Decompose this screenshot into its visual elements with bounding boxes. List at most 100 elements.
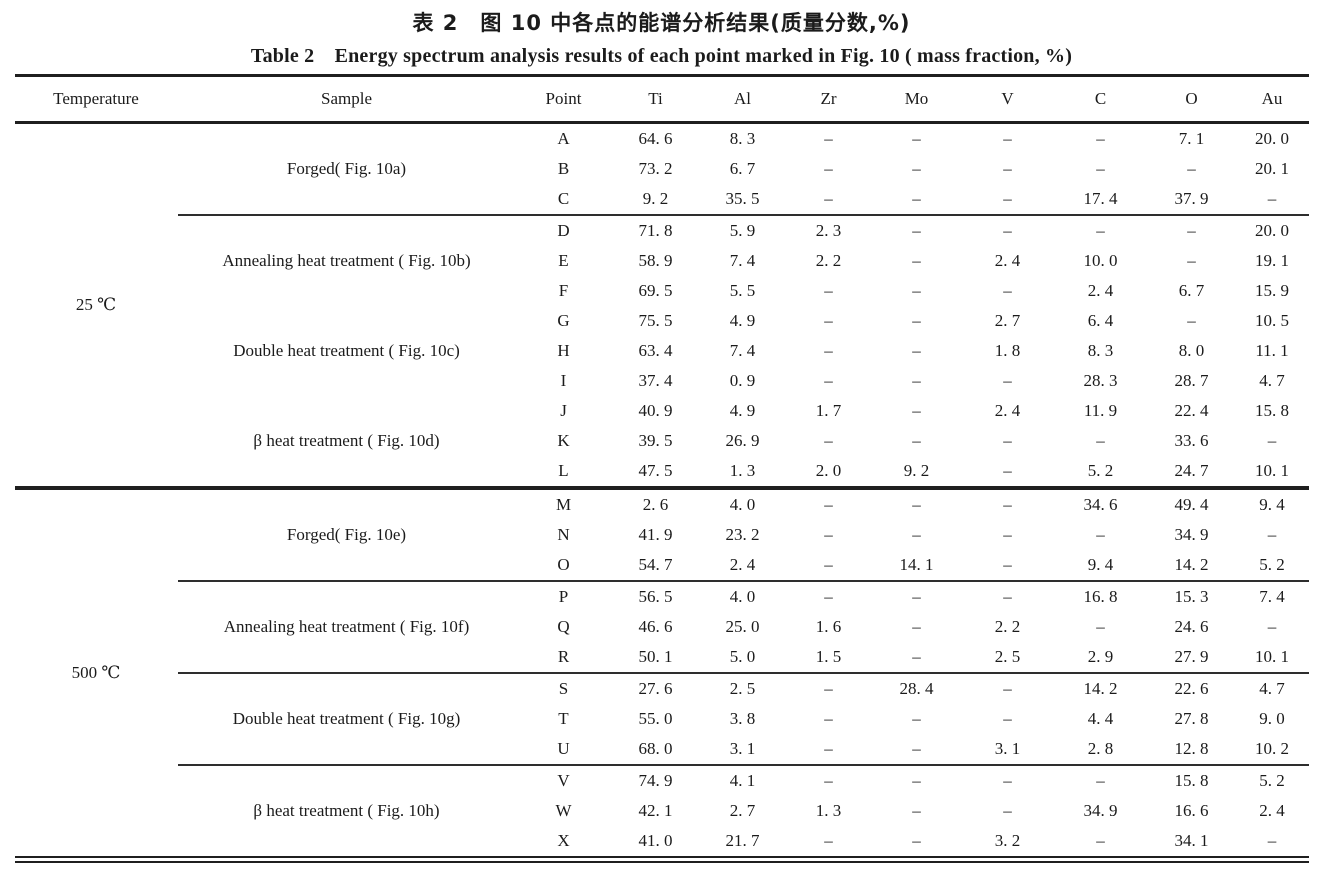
value-cell-ti: 27. 6 [611, 672, 700, 704]
value-cell-zr: – [824, 159, 833, 178]
value-cell-au: – [1267, 431, 1277, 450]
value-cell-c: 11. 9 [1083, 401, 1118, 420]
value-cell-o: 8. 0 [1178, 341, 1205, 360]
value-cell-au: 9. 0 [1259, 709, 1285, 728]
value-cell-zr: – [785, 672, 872, 704]
sample-cell: β heat treatment ( Fig. 10d) [253, 431, 440, 450]
value-cell-v: 2. 5 [994, 647, 1021, 666]
value-cell-c: – [1053, 764, 1148, 796]
value-cell-au: 20. 0 [1235, 214, 1309, 246]
value-cell-mo: – [912, 311, 921, 330]
table-row: I 37. 4 0. 9 – – – 28. 3 28. 7 4. 7 [15, 366, 1309, 396]
value-cell-c: – [1096, 525, 1105, 544]
column-header-ti: Ti [611, 74, 700, 124]
value-cell-mo: – [871, 486, 962, 520]
value-cell-o: 34. 1 [1174, 831, 1209, 850]
value-cell-v: – [961, 764, 1054, 796]
value-cell-o: 22. 6 [1147, 672, 1236, 704]
value-cell-c: – [1096, 129, 1105, 148]
value-cell-v: – [1003, 431, 1012, 450]
table-body: 25 ℃ Forged( Fig. 10a) A 64. 6 8. 3 – – – – 7. 1 2… [14, 123, 1309, 860]
value-cell-mo: – [871, 764, 962, 796]
table-row: B 73. 2 6. 7 – – – – – 20. 1 [15, 154, 1309, 184]
value-cell-o: 49. 4 [1147, 486, 1236, 520]
value-cell-mo: – [912, 189, 921, 208]
value-cell-v: – [1003, 281, 1012, 300]
column-header-mo: Mo [871, 74, 962, 124]
temperature-cell: 25 ℃ [75, 295, 117, 314]
value-cell-v: 1. 8 [994, 341, 1021, 360]
value-cell-ti: 9. 2 [642, 189, 669, 208]
table-row: K 39. 5 26. 9 – – – – 33. 6 – [15, 426, 1309, 456]
column-header-v: V [961, 74, 1054, 124]
value-cell-au: 5. 2 [1235, 764, 1309, 796]
value-cell-mo: – [912, 525, 921, 544]
value-cell-mo: – [912, 801, 921, 820]
table-row: N 41. 9 23. 2 – – – – 34. 9 – [15, 520, 1309, 550]
value-cell-c: 14. 2 [1053, 672, 1148, 704]
value-cell-al: 7. 4 [729, 251, 756, 270]
value-cell-zr: 1. 6 [815, 617, 842, 636]
value-cell-v: – [1003, 371, 1012, 390]
value-cell-au: 4. 7 [1259, 371, 1285, 390]
value-cell-v: 2. 2 [994, 617, 1021, 636]
point-cell: D [515, 214, 612, 246]
temperature-cell: 500 ℃ [14, 486, 178, 860]
value-cell-zr: – [824, 189, 833, 208]
value-cell-mo: 9. 2 [903, 461, 930, 480]
value-cell-ti: 50. 1 [638, 647, 673, 666]
energy-spectrum-table: Temperature Sample Point Ti Al Zr Mo V C O Au 25 ℃… [14, 74, 1309, 863]
column-header-o: O [1147, 74, 1236, 124]
value-cell-zr: 1. 7 [815, 401, 842, 420]
column-header-c: C [1053, 74, 1148, 124]
point-cell: M [515, 486, 612, 520]
point-cell: I [560, 371, 567, 390]
value-cell-o: 6. 7 [1178, 281, 1205, 300]
value-cell-au: – [1267, 831, 1277, 850]
table-row: β heat treatment ( Fig. 10d) J 40. 9 4. 9 1.… [15, 396, 1309, 450]
point-cell: X [557, 831, 570, 850]
value-cell-v: – [1003, 189, 1012, 208]
value-cell-au: 19. 1 [1255, 251, 1289, 270]
value-cell-ti: 73. 2 [638, 159, 673, 178]
value-cell-ti: 71. 8 [611, 214, 700, 246]
table-row: T 55. 0 3. 8 – – – 4. 4 27. 8 9. 0 [15, 704, 1309, 734]
table-row: E 58. 9 7. 4 2. 2 – 2. 4 10. 0 – 19. 1 [15, 246, 1309, 276]
column-header-au: Au [1235, 74, 1309, 124]
value-cell-mo: – [912, 709, 921, 728]
point-cell: K [557, 431, 570, 450]
value-cell-zr: 2. 3 [785, 214, 872, 246]
value-cell-au: 10. 2 [1255, 739, 1289, 758]
value-cell-v: – [961, 672, 1054, 704]
value-cell-au: 4. 7 [1235, 672, 1309, 704]
column-header-al: Al [699, 74, 786, 124]
point-cell: J [560, 401, 567, 420]
value-cell-au: 10. 1 [1255, 647, 1289, 666]
value-cell-o: 34. 9 [1174, 525, 1209, 544]
value-cell-al: 25. 0 [725, 617, 760, 636]
value-cell-au: 5. 2 [1259, 555, 1285, 574]
value-cell-al: 35. 5 [725, 189, 760, 208]
value-cell-zr: – [785, 486, 872, 520]
table-title-zh: 表 2 图 10 中各点的能谱分析结果(质量分数,%) [412, 11, 911, 35]
point-cell: O [557, 555, 570, 574]
value-cell-v: – [1003, 461, 1012, 480]
value-cell-zr: – [824, 281, 833, 300]
value-cell-c: – [1096, 431, 1105, 450]
point-cell: W [555, 801, 572, 820]
value-cell-au: 7. 4 [1235, 580, 1309, 612]
value-cell-al: 4. 1 [699, 764, 786, 796]
value-cell-o: 15. 8 [1147, 764, 1236, 796]
point-cell: F [558, 281, 569, 300]
value-cell-o: 14. 2 [1174, 555, 1209, 574]
value-cell-al: 4. 0 [699, 580, 786, 612]
value-cell-o: 15. 3 [1147, 580, 1236, 612]
value-cell-v: – [961, 214, 1054, 246]
value-cell-zr: – [824, 555, 833, 574]
value-cell-c: 16. 8 [1053, 580, 1148, 612]
table-row: F 69. 5 5. 5 – – – 2. 4 6. 7 15. 9 [15, 276, 1309, 306]
table-row: β heat treatment ( Fig. 10h) V 74. 9 4. 1– –… [15, 764, 1309, 860]
table-row: Q 46. 6 25. 0 1. 6 – 2. 2 – 24. 6 – [15, 612, 1309, 642]
value-cell-v: – [1003, 159, 1012, 178]
value-cell-o: 37. 9 [1174, 189, 1209, 208]
